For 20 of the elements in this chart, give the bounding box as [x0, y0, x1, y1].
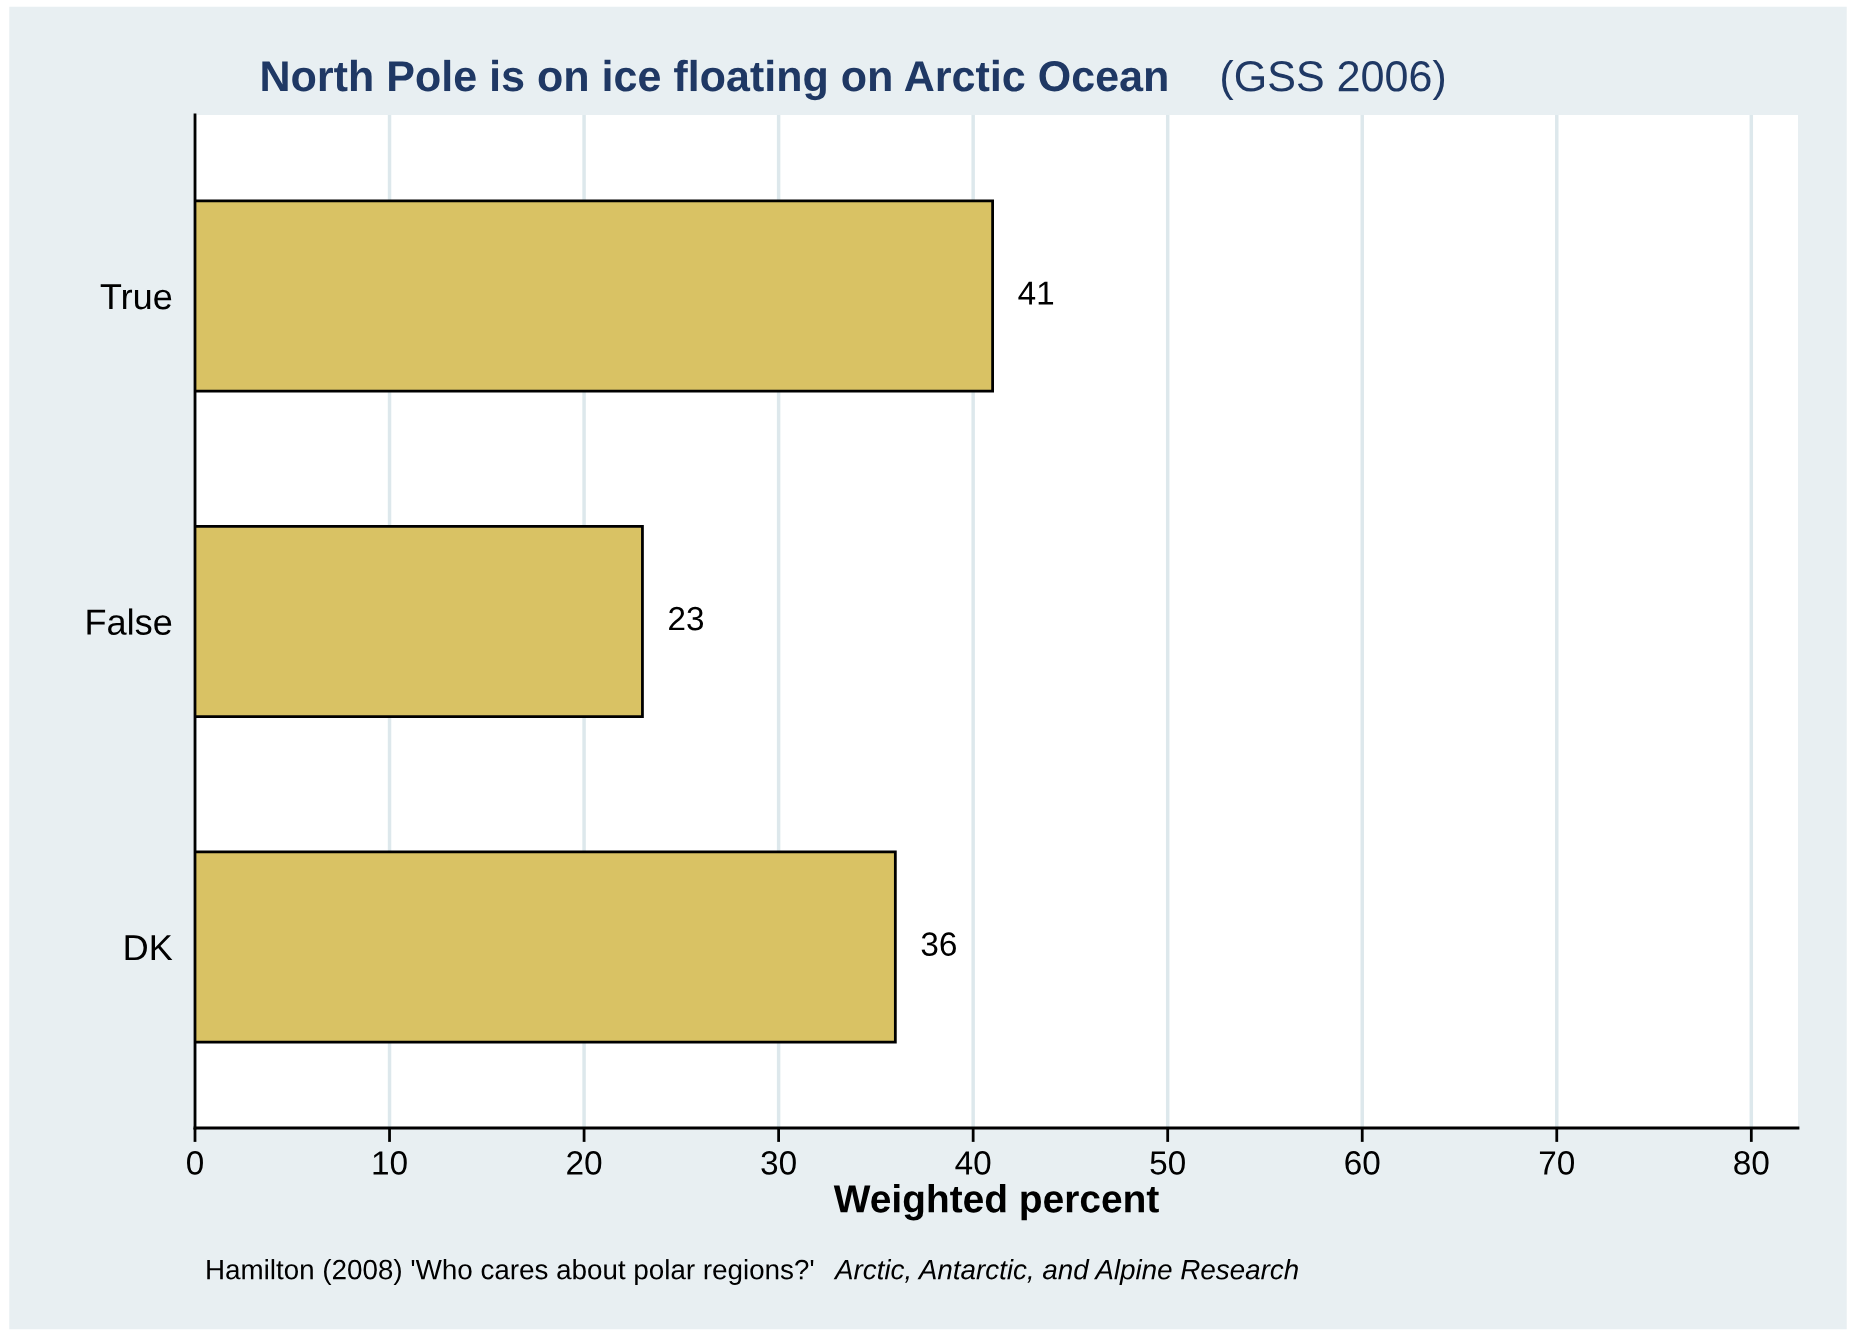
x-axis-title: Weighted percent	[833, 1184, 1159, 1221]
y-tick-label: False	[87, 608, 172, 635]
x-tick-label: 10	[373, 1151, 407, 1175]
chart-title: North Pole is on ice floating on Arctic Ocean	[262, 59, 1167, 101]
x-tick-label: 40	[955, 1151, 991, 1175]
chart-subtitle: (GSS 2006)	[1222, 59, 1445, 101]
x-tick-label: 0	[187, 1151, 203, 1175]
y-tick-label: True	[100, 284, 172, 310]
x-tick-label: 30	[761, 1151, 796, 1175]
data-label: 41	[1018, 281, 1054, 305]
x-tick-label: 60	[1345, 1151, 1380, 1175]
data-label: 36	[921, 932, 956, 956]
text: Hamilton (2008) 'Who cares about polar regions?'	[207, 1259, 814, 1285]
x-tick-label: 50	[1150, 1151, 1185, 1175]
x-tick-label: 70	[1539, 1151, 1575, 1175]
y-tick-label: DK	[125, 935, 173, 961]
text: Arctic, Antarctic, and Alpine Research	[833, 1259, 1298, 1285]
x-tick-label: 80	[1734, 1151, 1769, 1175]
data-label: 23	[669, 606, 704, 631]
x-tick-label: 20	[567, 1151, 602, 1175]
